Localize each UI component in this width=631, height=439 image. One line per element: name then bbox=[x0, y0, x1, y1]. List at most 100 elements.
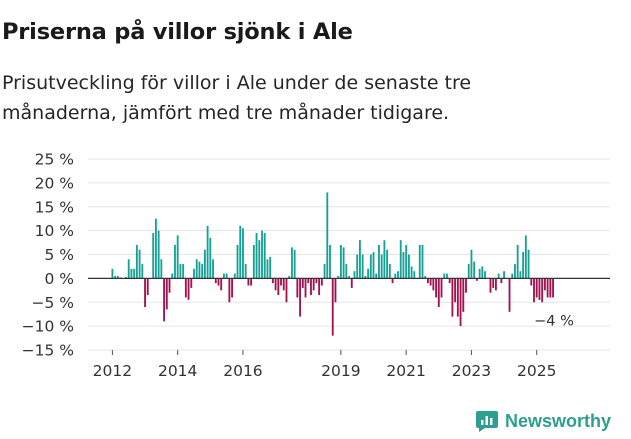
bar-positive bbox=[203, 249, 206, 279]
bar-negative bbox=[334, 278, 337, 303]
bar-negative bbox=[432, 278, 435, 291]
bar-negative bbox=[454, 278, 457, 303]
bar-negative bbox=[546, 278, 549, 298]
bar-positive bbox=[514, 264, 516, 279]
bar-negative bbox=[307, 278, 310, 284]
bar-positive bbox=[244, 264, 247, 279]
bar-positive bbox=[337, 275, 340, 279]
bar-negative bbox=[448, 278, 451, 284]
y-axis: 25 % 20 % 15 % 10 % 5 % 0 % −5 % −10 % −15 % bbox=[22, 151, 74, 360]
bar-negative bbox=[533, 278, 535, 303]
chart-subtitle: Prisutveckling för villor i Ale under de… bbox=[2, 68, 612, 128]
bar-positive bbox=[359, 240, 361, 279]
bar-positive bbox=[176, 235, 179, 279]
bar-negative bbox=[299, 278, 302, 317]
x-axis: 2012 2014 2016 2019 2021 2023 2025 bbox=[93, 350, 556, 380]
y-tick-label: 25 % bbox=[35, 151, 74, 169]
bar-positive bbox=[397, 271, 399, 279]
bar-positive bbox=[378, 244, 380, 279]
bar-positive bbox=[288, 275, 291, 279]
bar-positive bbox=[481, 266, 484, 279]
bar-negative bbox=[500, 278, 503, 284]
bar-positive bbox=[206, 225, 209, 279]
bar-positive bbox=[522, 252, 525, 279]
bar-negative bbox=[465, 278, 467, 293]
bar-positive bbox=[399, 240, 402, 279]
bar-positive bbox=[345, 264, 348, 279]
bar-positive bbox=[157, 230, 160, 279]
bar-positive bbox=[193, 268, 195, 279]
bar-positive bbox=[255, 233, 258, 279]
last-value-label: −4 % bbox=[534, 313, 574, 329]
bar-negative bbox=[440, 278, 443, 298]
bar-negative bbox=[541, 278, 544, 303]
bar-positive bbox=[364, 275, 367, 279]
bar-positive bbox=[329, 244, 331, 279]
bar-negative bbox=[456, 278, 459, 317]
bar-positive bbox=[291, 247, 293, 279]
newsworthy-logo-icon bbox=[476, 411, 498, 432]
bar-positive bbox=[326, 192, 329, 279]
bar-positive bbox=[127, 259, 130, 279]
y-tick-label: 15 % bbox=[35, 198, 74, 216]
bar-positive bbox=[111, 268, 114, 279]
bar-positive bbox=[386, 249, 389, 279]
bar-positive bbox=[114, 275, 117, 279]
bar-positive bbox=[242, 228, 244, 279]
y-tick-label: 10 % bbox=[35, 222, 74, 240]
bar-positive bbox=[503, 271, 506, 279]
bar-negative bbox=[318, 278, 321, 296]
bar-negative bbox=[331, 278, 334, 336]
subtitle-line-2: månaderna, jämfört med tre månader tidig… bbox=[2, 102, 450, 124]
bar-positive bbox=[182, 264, 185, 279]
bar-positive bbox=[155, 218, 157, 279]
bar-negative bbox=[165, 278, 168, 310]
bar-negative bbox=[163, 278, 166, 322]
bar-positive bbox=[484, 271, 486, 279]
bar-negative bbox=[495, 278, 497, 291]
bar-negative bbox=[535, 278, 538, 298]
bar-positive bbox=[446, 273, 448, 279]
bar-negative bbox=[214, 278, 217, 284]
bar-positive bbox=[407, 254, 410, 279]
bar-negative bbox=[475, 278, 478, 281]
bar-positive bbox=[133, 268, 136, 279]
bar-positive bbox=[342, 247, 345, 279]
bar-positive bbox=[497, 273, 500, 279]
bar-positive bbox=[258, 240, 261, 279]
bar-positive bbox=[209, 237, 212, 279]
x-tick-label: 2025 bbox=[517, 362, 556, 380]
x-tick-label: 2021 bbox=[386, 362, 425, 380]
bar-negative bbox=[274, 278, 277, 291]
bar-negative bbox=[543, 278, 546, 291]
x-tick-label: 2014 bbox=[158, 362, 197, 380]
bar-negative bbox=[315, 278, 318, 284]
bar-positive bbox=[421, 244, 424, 279]
bar-negative bbox=[285, 278, 288, 303]
gridlines bbox=[88, 158, 610, 351]
bar-negative bbox=[489, 278, 492, 293]
bar-negative bbox=[462, 278, 465, 312]
bar-positive bbox=[367, 268, 370, 279]
bar-positive bbox=[375, 273, 378, 279]
bar-positive bbox=[171, 273, 174, 279]
bar-positive bbox=[470, 249, 473, 279]
bar-positive bbox=[388, 264, 391, 279]
bar-positive bbox=[323, 264, 326, 279]
bar-positive bbox=[261, 230, 263, 279]
bar-positive bbox=[516, 244, 519, 279]
bar-positive bbox=[348, 275, 350, 279]
bar-negative bbox=[427, 278, 429, 284]
bar-positive bbox=[418, 244, 421, 279]
bar-positive bbox=[152, 233, 155, 279]
bar-positive bbox=[524, 235, 527, 279]
bar-positive bbox=[293, 249, 296, 279]
bar-negative bbox=[552, 278, 554, 298]
bar-positive bbox=[135, 244, 138, 279]
bar-positive bbox=[239, 225, 242, 279]
bar-positive bbox=[223, 273, 225, 279]
bar-negative bbox=[350, 278, 353, 288]
bar-negative bbox=[144, 278, 146, 308]
bar-positive bbox=[263, 233, 266, 279]
